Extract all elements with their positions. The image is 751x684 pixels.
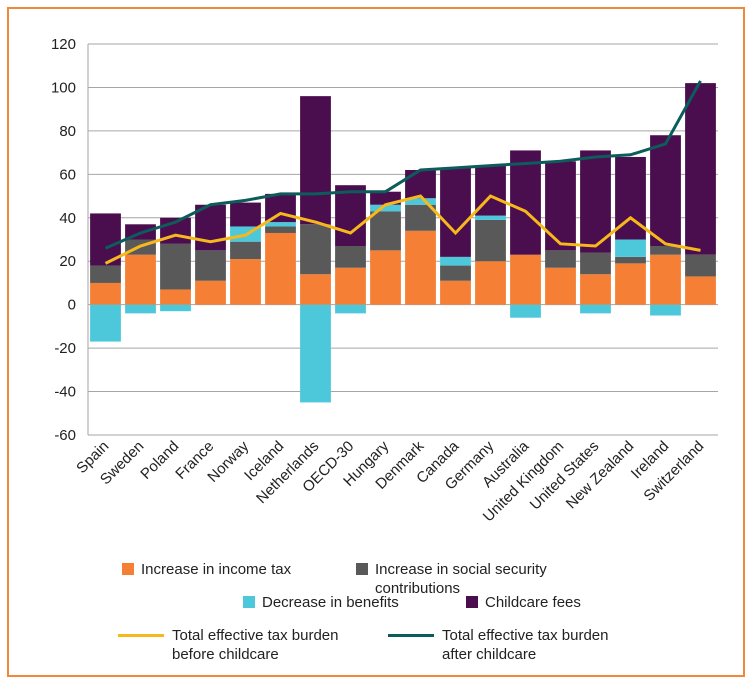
y-tick-label: 100 bbox=[51, 79, 76, 96]
legend-label: Increase in social security contribution… bbox=[375, 561, 547, 597]
bar-segment bbox=[580, 304, 611, 314]
legend-label: Decrease in benefits bbox=[262, 594, 399, 611]
bar-segment bbox=[370, 250, 401, 305]
bar-segment bbox=[615, 256, 646, 264]
legend-item: Total effective tax burden before childc… bbox=[118, 626, 367, 664]
bar-segment bbox=[510, 254, 541, 305]
bar-segment bbox=[440, 167, 471, 257]
line-series bbox=[104, 80, 702, 250]
y-tick-label: -40 bbox=[54, 384, 76, 401]
y-tick-label: 0 bbox=[68, 297, 76, 314]
bar-segment bbox=[475, 215, 506, 220]
legend-swatch bbox=[122, 563, 134, 575]
bar-segment bbox=[650, 254, 681, 305]
bar-segment bbox=[685, 276, 716, 305]
y-tick-label: 80 bbox=[59, 123, 76, 140]
legend-label: Total effective tax burden after childca… bbox=[442, 627, 609, 663]
bar-segment bbox=[265, 222, 296, 227]
bar-segment bbox=[300, 224, 331, 275]
bar-segment bbox=[160, 304, 191, 312]
bar-segment bbox=[405, 169, 436, 199]
legend-label: Childcare fees bbox=[485, 594, 581, 611]
legend-swatch bbox=[388, 634, 434, 637]
bar-segment bbox=[580, 252, 611, 275]
bar-segment bbox=[650, 246, 681, 255]
bar-segment bbox=[160, 243, 191, 290]
bar-segment bbox=[335, 185, 366, 247]
bar-segment bbox=[685, 83, 716, 255]
legend-swatch bbox=[356, 563, 368, 575]
bar-segment bbox=[300, 274, 331, 305]
legend-item: Increase in social security contribution… bbox=[356, 560, 575, 598]
legend-item: Childcare fees bbox=[466, 593, 581, 612]
bar-segment bbox=[90, 282, 121, 305]
legend-item: Decrease in benefits bbox=[243, 593, 399, 612]
legend-swatch bbox=[118, 634, 164, 637]
bar-segment bbox=[195, 280, 226, 305]
bar-segment bbox=[475, 219, 506, 262]
x-tick-label: Poland bbox=[137, 438, 182, 483]
bar-segment bbox=[300, 96, 331, 225]
bar-segment bbox=[510, 150, 541, 255]
bar-segment bbox=[440, 256, 471, 266]
legend-label: Total effective tax burden before childc… bbox=[172, 627, 339, 663]
legend-item: Total effective tax burden after childca… bbox=[388, 626, 637, 664]
bar-segment bbox=[405, 204, 436, 231]
bar-segment bbox=[650, 304, 681, 316]
bar-segment bbox=[370, 211, 401, 251]
bar-segment bbox=[615, 263, 646, 305]
bar-segment bbox=[265, 232, 296, 305]
bar-segment bbox=[545, 250, 576, 268]
bar-segment bbox=[160, 289, 191, 305]
legend-label: Increase in income tax bbox=[141, 561, 292, 578]
y-tick-label: -60 bbox=[54, 427, 76, 444]
bar-segment bbox=[90, 304, 121, 342]
bar-segment bbox=[650, 135, 681, 247]
bar-segment bbox=[405, 230, 436, 305]
bar-segment bbox=[300, 304, 331, 403]
bar-segment bbox=[265, 226, 296, 233]
legend-item: Increase in income tax bbox=[122, 560, 291, 579]
y-tick-label: 20 bbox=[59, 253, 76, 270]
bar-segment bbox=[440, 265, 471, 281]
bar-segment bbox=[230, 202, 261, 227]
frame-border bbox=[7, 7, 745, 677]
bar-segment bbox=[125, 304, 156, 314]
bar-segment bbox=[545, 161, 576, 251]
y-tick-label: 40 bbox=[59, 210, 76, 227]
bar-segment bbox=[405, 198, 436, 205]
bar-segment bbox=[335, 267, 366, 305]
bar-segment bbox=[545, 267, 576, 305]
bar-segment bbox=[230, 241, 261, 260]
bar-segment bbox=[230, 259, 261, 305]
y-tick-label: 120 bbox=[51, 36, 76, 53]
bar-segment bbox=[370, 204, 401, 212]
bar-segment bbox=[580, 274, 611, 305]
y-tick-label: 60 bbox=[59, 166, 76, 183]
bar-segment bbox=[510, 304, 541, 318]
bar-segment bbox=[475, 261, 506, 305]
bar-segment bbox=[125, 254, 156, 305]
bar-segment bbox=[195, 250, 226, 281]
bar-segment bbox=[335, 246, 366, 268]
bar-segment bbox=[440, 280, 471, 305]
y-tick-label: -20 bbox=[54, 340, 76, 357]
bar-segment bbox=[580, 150, 611, 253]
bar-segment bbox=[90, 265, 121, 283]
line-series bbox=[104, 194, 701, 265]
legend-swatch bbox=[243, 596, 255, 608]
legend-swatch bbox=[466, 596, 478, 608]
bar-segment bbox=[685, 254, 716, 277]
bar-segment bbox=[335, 304, 366, 314]
bar-segment bbox=[615, 239, 646, 257]
bar-segment bbox=[265, 193, 296, 223]
